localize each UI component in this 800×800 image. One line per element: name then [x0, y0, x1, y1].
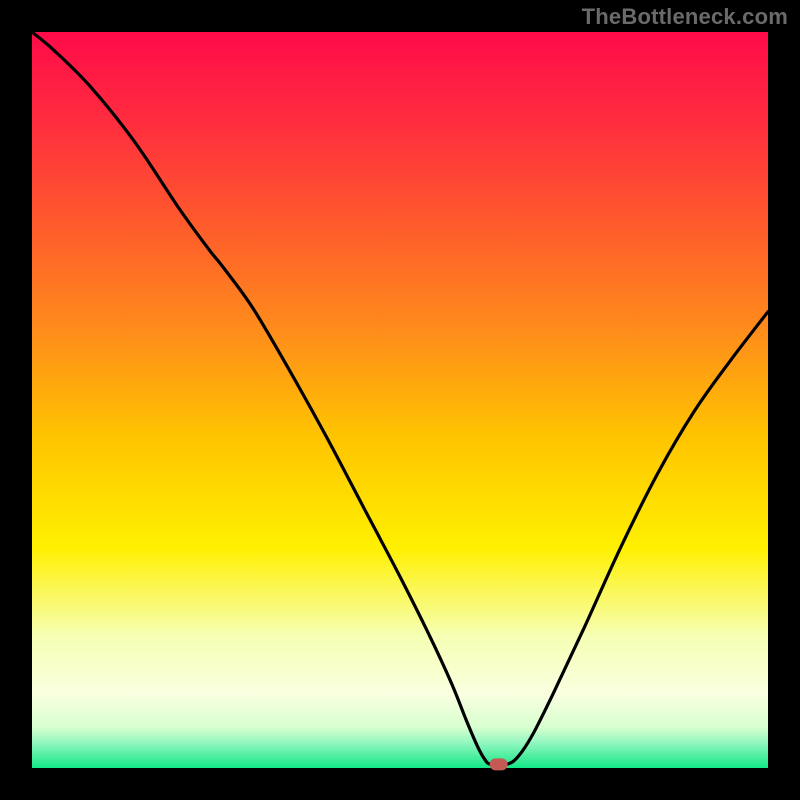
plot-background: [32, 32, 768, 768]
watermark-label: TheBottleneck.com: [582, 4, 788, 30]
chart-canvas: TheBottleneck.com: [0, 0, 800, 800]
bottleneck-chart-svg: [0, 0, 800, 800]
bottleneck-marker: [490, 758, 508, 770]
